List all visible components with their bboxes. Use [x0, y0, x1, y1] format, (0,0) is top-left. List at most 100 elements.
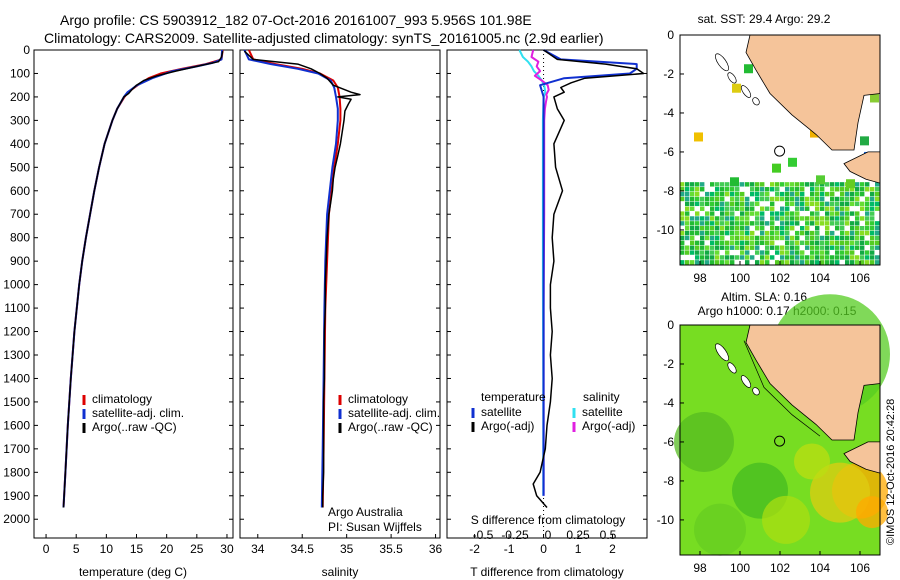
sst-pixel [740, 201, 745, 207]
sst-pixel [755, 211, 760, 216]
sst-pixel [820, 250, 825, 255]
sst-pixel [720, 230, 725, 236]
sst-pixel [845, 191, 850, 197]
sst-pixel [740, 216, 745, 221]
sst-pixel [685, 211, 690, 216]
sst-pixel [775, 235, 780, 241]
sst-pixel [685, 216, 690, 221]
sst-pixel [680, 196, 685, 202]
sst-pixel [855, 255, 860, 260]
sst-pixel [830, 230, 835, 236]
sst-pixel [780, 235, 785, 241]
sst-pixel [800, 240, 805, 246]
x-tick-label: 98 [693, 271, 707, 285]
x-tick-label: -2 [469, 542, 480, 556]
sst-pixel [745, 235, 750, 241]
island [715, 53, 729, 72]
sst-pixel [725, 187, 730, 192]
sst-pixel [830, 240, 835, 246]
x-tick-label: -1 [504, 542, 515, 556]
sst-pixel [725, 211, 730, 216]
sst-pixel [770, 245, 775, 250]
sst-pixel [685, 206, 690, 211]
sst-pixel [865, 221, 870, 226]
sst-pixel [680, 182, 685, 187]
sst-pixel [705, 260, 710, 265]
sst-pixel [860, 255, 865, 260]
y-tick-label: 1000 [3, 278, 30, 292]
sst-pixel [750, 201, 755, 207]
sst-pixel [800, 187, 805, 192]
sst-pixel [775, 182, 780, 187]
sst-pixel [780, 245, 785, 250]
y-tick-label: 800 [10, 231, 30, 245]
sst-pixel [695, 187, 700, 192]
sst-pixel [855, 191, 860, 197]
sst-pixel [710, 206, 715, 211]
sst-pixel [730, 206, 735, 211]
sst-pixel [715, 216, 720, 221]
sst-pixel [835, 216, 840, 221]
y-tick-label: 1300 [3, 348, 30, 362]
sst-pixel [850, 211, 855, 216]
sst-pixel [740, 230, 745, 236]
annotation: Argo Australia [328, 505, 403, 519]
temperature-frame [33, 49, 234, 539]
sst-pixel [695, 196, 700, 202]
sst-pixel [860, 216, 865, 221]
sst-pixel [860, 235, 865, 241]
sst-pixel [875, 191, 880, 197]
sst-pixel [730, 245, 735, 250]
sst-pixel [700, 216, 705, 221]
s-tick-label: 0 [545, 528, 552, 542]
sst-pixel [685, 260, 690, 265]
y-tick-label: -4 [663, 106, 674, 120]
sst-pixel [810, 230, 815, 236]
sst-pixel [690, 226, 695, 231]
sst-pixel [830, 211, 835, 216]
legend-label: Argo(-adj) [582, 419, 635, 433]
island [727, 362, 737, 374]
sst-pixel [870, 221, 875, 226]
sst-pixel [770, 221, 775, 226]
sst-pixel [820, 235, 825, 241]
sst-pixel [735, 226, 740, 231]
x-axis-label: temperature (deg C) [79, 565, 187, 579]
sst-pixel [805, 206, 810, 211]
sst-pixel [805, 201, 810, 207]
sst-pixel [855, 182, 860, 187]
sst-pixel [680, 191, 685, 197]
sst-pixel [785, 245, 790, 250]
sst-pixel [725, 191, 730, 197]
sst-pixel [845, 245, 850, 250]
x-tick-label: 106 [850, 271, 870, 285]
sst-pixel [810, 250, 815, 255]
sst-pixel [710, 221, 715, 226]
sst-pixel [780, 182, 785, 187]
sst-pixel [730, 230, 735, 236]
sst-pixel [680, 221, 685, 226]
sst-pixel [815, 260, 820, 265]
sst-pixel [830, 221, 835, 226]
sst-pixel [750, 211, 755, 216]
sst-pixel [685, 191, 690, 197]
sst-pixel [840, 235, 845, 241]
sst-pixel [735, 221, 740, 226]
y-tick-label: 1100 [4, 301, 30, 315]
sst-pixel [820, 240, 825, 246]
sst-pixel [750, 182, 755, 187]
x-axis-label: T difference from climatology [470, 565, 624, 579]
sst-pixel [815, 216, 820, 221]
sst-pixel [705, 245, 710, 250]
sst-pixel [845, 255, 850, 260]
sst-pixel [845, 260, 850, 265]
y-tick-label: 700 [10, 207, 30, 221]
sst-pixel [810, 255, 815, 260]
sst-pixel [765, 235, 770, 241]
sst-pixel [740, 245, 745, 250]
sst-pixel [740, 182, 745, 187]
sst-pixel [695, 191, 700, 197]
sst-pixel [695, 240, 700, 246]
sst-pixel [835, 250, 840, 255]
sst-pixel [795, 230, 800, 236]
